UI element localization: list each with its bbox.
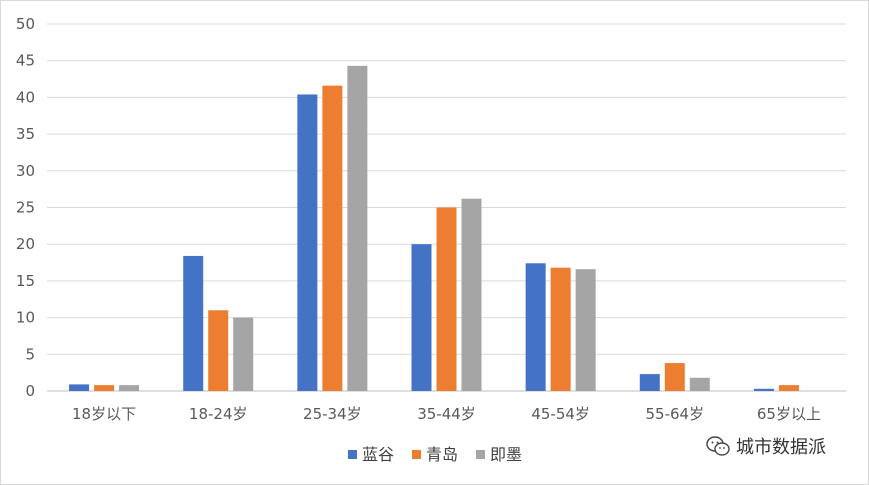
y-tick-label: 20	[16, 235, 35, 253]
bar	[778, 385, 799, 391]
legend: 蓝谷 青岛 即墨	[348, 445, 522, 464]
y-tick-label: 50	[16, 15, 35, 33]
bar	[550, 267, 571, 391]
bar	[411, 244, 432, 391]
x-tick-label: 35-44岁	[417, 405, 476, 423]
legend-swatch	[348, 450, 357, 459]
bar	[322, 85, 343, 391]
bar	[639, 374, 660, 391]
x-axis-ticks: 18岁以下 18-24岁 25-34岁 35-44岁 45-54岁 55-64岁 65岁以上	[72, 405, 821, 423]
bar	[94, 385, 115, 391]
watermark-text: 城市数据派	[736, 437, 826, 458]
bar	[575, 269, 596, 391]
bar	[69, 384, 90, 391]
bar	[233, 317, 254, 391]
y-axis-ticks: 0 5 10 15 20 25 30 35 40 45 50	[16, 15, 35, 400]
y-tick-label: 0	[25, 382, 35, 400]
bar	[297, 94, 318, 392]
bars	[69, 65, 799, 392]
bar	[664, 363, 685, 391]
y-tick-label: 15	[16, 272, 35, 290]
y-tick-label: 25	[16, 199, 35, 217]
x-tick-label: 18岁以下	[72, 405, 136, 423]
legend-swatch	[476, 450, 485, 459]
x-tick-label: 55-64岁	[645, 405, 704, 423]
y-tick-label: 30	[16, 162, 35, 180]
gridlines	[47, 23, 846, 392]
wechat-icon	[706, 436, 730, 456]
y-tick-label: 40	[16, 88, 35, 106]
y-tick-label: 35	[16, 125, 35, 143]
legend-swatch	[412, 450, 421, 459]
bar	[461, 198, 482, 391]
legend-label: 蓝谷	[362, 445, 394, 464]
legend-label: 青岛	[426, 445, 458, 464]
y-tick-label: 10	[16, 309, 35, 327]
x-tick-label: 65岁以上	[757, 405, 821, 423]
x-tick-label: 18-24岁	[189, 405, 248, 423]
bar	[525, 263, 546, 391]
bar	[183, 255, 204, 391]
bar	[347, 65, 368, 391]
x-tick-label: 25-34岁	[303, 405, 362, 423]
watermark: 城市数据派	[706, 433, 826, 459]
bar	[208, 310, 229, 391]
y-tick-label: 45	[16, 52, 35, 70]
x-tick-label: 45-54岁	[531, 405, 590, 423]
bar	[753, 388, 774, 391]
y-tick-label: 5	[25, 345, 35, 363]
legend-label: 即墨	[490, 445, 522, 464]
bar	[689, 377, 710, 391]
bar	[119, 385, 140, 391]
bar	[436, 207, 457, 391]
